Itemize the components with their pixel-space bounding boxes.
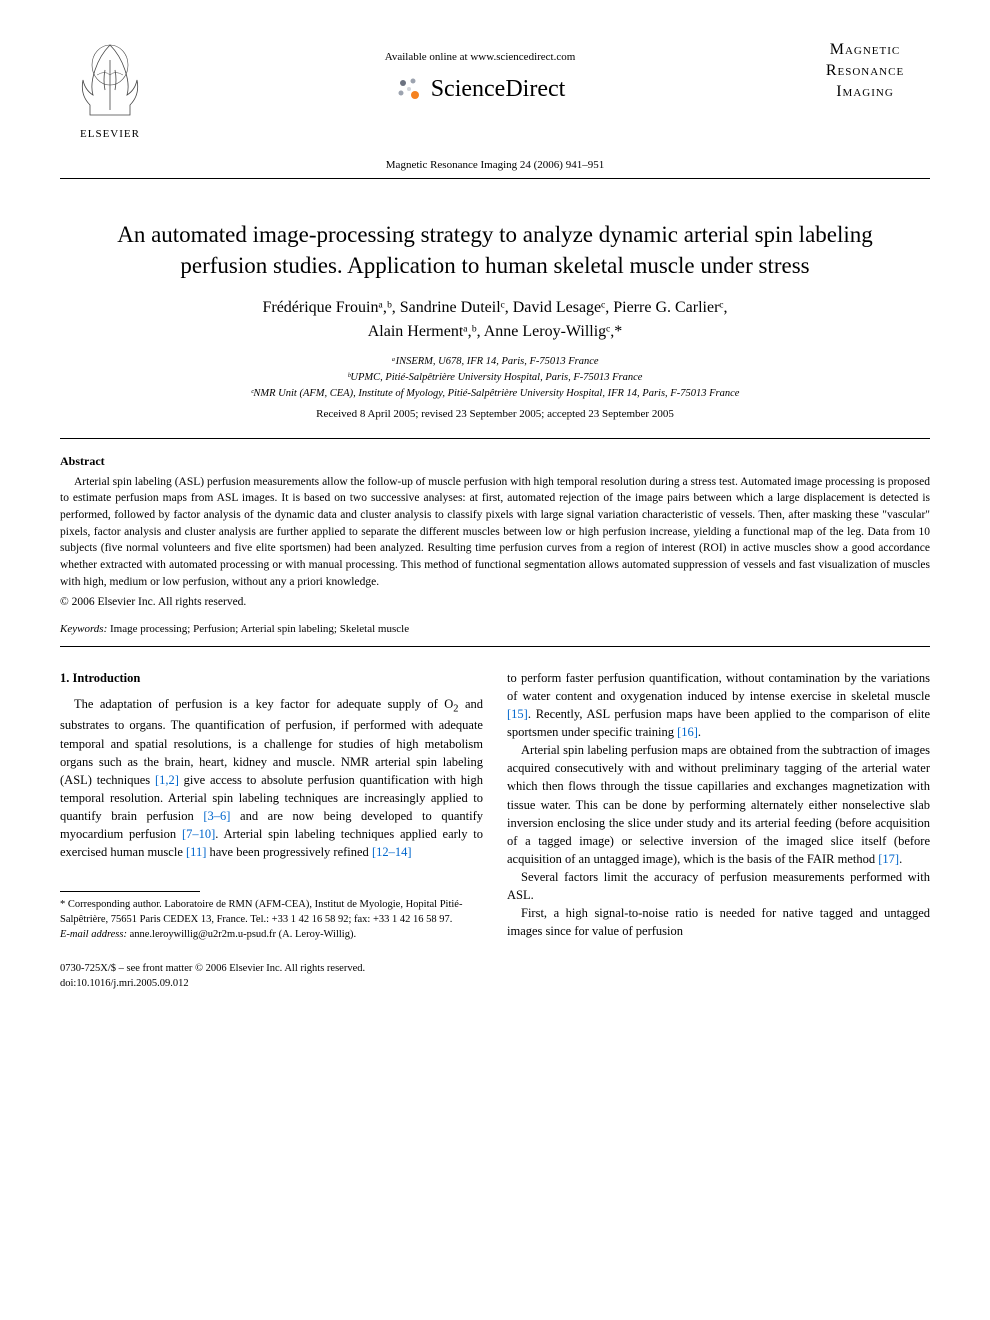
intro-col2-p2b: . bbox=[899, 852, 902, 866]
intro-text-1a: The adaptation of perfusion is a key fac… bbox=[74, 697, 453, 711]
citation-link-16[interactable]: [16] bbox=[677, 725, 698, 739]
journal-header: ELSEVIER Available online at www.science… bbox=[60, 40, 930, 143]
sciencedirect-text: ScienceDirect bbox=[431, 73, 566, 107]
intro-text-1f: have been progressively refined bbox=[206, 845, 372, 859]
affiliation-b: ᵇUPMC, Pitié-Salpêtrière University Hosp… bbox=[60, 370, 930, 386]
journal-reference: Magnetic Resonance Imaging 24 (2006) 941… bbox=[60, 158, 930, 173]
keywords-line: Keywords: Image processing; Perfusion; A… bbox=[60, 622, 930, 637]
left-column: 1. Introduction The adaptation of perfus… bbox=[60, 669, 483, 943]
email-label: E-mail address: bbox=[60, 929, 127, 940]
sciencedirect-logo: ScienceDirect bbox=[160, 73, 800, 107]
intro-col2-p1a: to perform faster perfusion quantificati… bbox=[507, 671, 930, 703]
publisher-label: ELSEVIER bbox=[60, 127, 160, 142]
body-columns: 1. Introduction The adaptation of perfus… bbox=[60, 669, 930, 943]
email-address: anne.leroywillig@u2r2m.u-psud.fr (A. Ler… bbox=[127, 929, 356, 940]
journal-name-line1: Magnetic bbox=[800, 40, 930, 61]
abstract-text: Arterial spin labeling (ASL) perfusion m… bbox=[60, 474, 930, 591]
publisher-logo-block: ELSEVIER bbox=[60, 40, 160, 143]
abstract-bottom-rule bbox=[60, 646, 930, 647]
corresponding-author-footnote: * Corresponding author. Laboratoire de R… bbox=[60, 898, 483, 927]
email-footnote: E-mail address: anne.leroywillig@u2r2m.u… bbox=[60, 928, 483, 943]
journal-name-block: Magnetic Resonance Imaging bbox=[800, 40, 930, 102]
keywords-label: Keywords: bbox=[60, 623, 107, 635]
citation-link-15[interactable]: [15] bbox=[507, 707, 528, 721]
abstract-copyright: © 2006 Elsevier Inc. All rights reserved… bbox=[60, 594, 930, 610]
sciencedirect-icon bbox=[395, 75, 425, 105]
intro-col2-p1: to perform faster perfusion quantificati… bbox=[507, 669, 930, 742]
journal-name-line2: Resonance bbox=[800, 61, 930, 82]
available-online-text: Available online at www.sciencedirect.co… bbox=[160, 50, 800, 65]
right-column: to perform faster perfusion quantificati… bbox=[507, 669, 930, 943]
article-dates: Received 8 April 2005; revised 23 Septem… bbox=[60, 407, 930, 422]
center-header: Available online at www.sciencedirect.co… bbox=[160, 40, 800, 107]
abstract-body: Arterial spin labeling (ASL) perfusion m… bbox=[60, 474, 930, 591]
citation-link-3-6[interactable]: [3–6] bbox=[203, 809, 230, 823]
citation-link-1-2[interactable]: [1,2] bbox=[155, 773, 179, 787]
authors-line2: Alain Hermentᵃ,ᵇ, Anne Leroy-Willigᶜ,* bbox=[60, 320, 930, 344]
footnote-separator bbox=[60, 891, 200, 892]
footer-line2: doi:10.1016/j.mri.2005.09.012 bbox=[60, 977, 930, 992]
intro-col2-p4: First, a high signal-to-noise ratio is n… bbox=[507, 904, 930, 940]
introduction-heading: 1. Introduction bbox=[60, 669, 483, 687]
intro-col2-p2a: Arterial spin labeling perfusion maps ar… bbox=[507, 743, 930, 866]
authors-line1: Frédérique Frouinᵃ,ᵇ, Sandrine Duteilᶜ, … bbox=[60, 296, 930, 320]
intro-col2-p3: Several factors limit the accuracy of pe… bbox=[507, 868, 930, 904]
header-rule bbox=[60, 178, 930, 179]
abstract-heading: Abstract bbox=[60, 453, 930, 470]
elsevier-tree-icon bbox=[75, 40, 145, 120]
intro-paragraph-1: The adaptation of perfusion is a key fac… bbox=[60, 695, 483, 862]
intro-col2-p2: Arterial spin labeling perfusion maps ar… bbox=[507, 741, 930, 868]
article-title: An automated image-processing strategy t… bbox=[90, 219, 900, 281]
page-footer: 0730-725X/$ – see front matter © 2006 El… bbox=[60, 962, 930, 991]
citation-link-11[interactable]: [11] bbox=[186, 845, 206, 859]
keywords-text: Image processing; Perfusion; Arterial sp… bbox=[107, 623, 409, 635]
intro-col2-p1c: . bbox=[698, 725, 701, 739]
citation-link-17[interactable]: [17] bbox=[878, 852, 899, 866]
intro-col2-p1b: . Recently, ASL perfusion maps have been… bbox=[507, 707, 930, 739]
affiliation-a: ᵃINSERM, U678, IFR 14, Paris, F-75013 Fr… bbox=[60, 354, 930, 370]
authors-block: Frédérique Frouinᵃ,ᵇ, Sandrine Duteilᶜ, … bbox=[60, 296, 930, 344]
affiliations-block: ᵃINSERM, U678, IFR 14, Paris, F-75013 Fr… bbox=[60, 354, 930, 401]
footer-line1: 0730-725X/$ – see front matter © 2006 El… bbox=[60, 962, 930, 977]
citation-link-7-10[interactable]: [7–10] bbox=[182, 827, 215, 841]
journal-name-line3: Imaging bbox=[800, 82, 930, 103]
citation-link-12-14[interactable]: [12–14] bbox=[372, 845, 412, 859]
affiliation-c: ᶜNMR Unit (AFM, CEA), Institute of Myolo… bbox=[60, 386, 930, 402]
